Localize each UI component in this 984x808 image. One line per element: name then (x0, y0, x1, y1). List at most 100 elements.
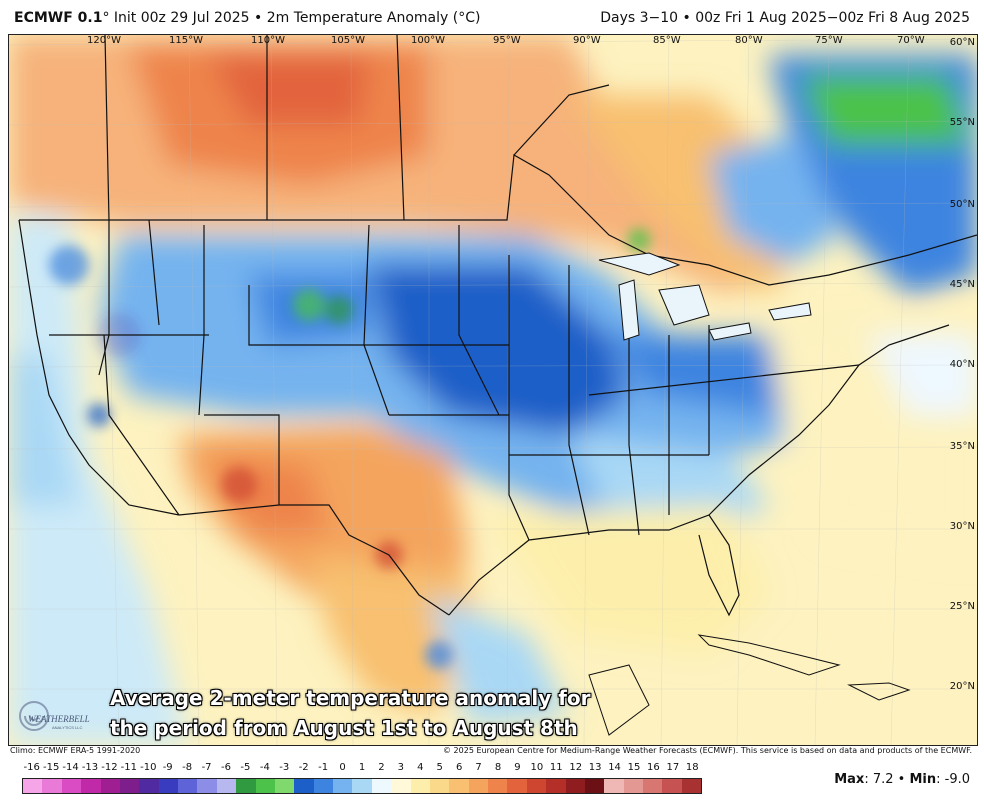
max-value: 7.2 (872, 772, 894, 787)
map-header: ECMWF 0.1° Init 00z 29 Jul 2025 • 2m Tem… (0, 0, 984, 34)
colorbar-swatch (178, 779, 198, 793)
weatherbell-logo: WEATHERBELL ANALYTICS LLC (19, 701, 90, 731)
colorbar-tick-label: 14 (608, 762, 621, 773)
lon-label: 70°W (897, 35, 925, 46)
colorbar-swatch (119, 779, 140, 793)
colorbar-labels: -16 -15 -14 -13 -12 -11 -10 -9 -8 -7 -6 -5 -4 -3 -2 -1 0… (22, 762, 702, 776)
political-borders (18, 35, 977, 617)
map-canvas (9, 35, 977, 745)
colorbar-tick-label: 6 (455, 762, 463, 773)
init-time: Init 00z 29 Jul 2025 (113, 10, 250, 26)
colorbar-swatch (429, 779, 450, 793)
lon-label: 105°W (331, 35, 365, 46)
colorbar-swatch (23, 779, 43, 793)
map-caption: Average 2-meter temperature anomaly for … (110, 686, 591, 740)
lon-label: 80°W (735, 35, 763, 46)
colorbar: -16 -15 -14 -13 -12 -11 -10 -9 -8 -7 -6 -5 -4 -3 -2 -1 0… (22, 762, 702, 794)
colorbar-tick-label: 10 (530, 762, 544, 773)
field-name: 2m Temperature Anomaly (°C) (266, 10, 481, 26)
colorbar-swatch (81, 779, 101, 793)
lat-label: 20°N (949, 681, 975, 692)
max-min-stats: Max: 7.2 • Min: -9.0 (834, 772, 970, 787)
colorbar-swatch (294, 779, 314, 793)
colorbar-tick-label: 16 (647, 762, 660, 773)
colorbar-swatch (623, 779, 643, 793)
colorbar-swatch (681, 779, 702, 793)
min-value: -9.0 (944, 772, 970, 787)
colorbar-swatches (22, 778, 702, 794)
colorbar-swatch (313, 779, 333, 793)
colorbar-swatch (391, 779, 411, 793)
colorbar-swatch (197, 779, 217, 793)
lat-label: 60°N (949, 37, 975, 48)
caribbean-islands (588, 634, 911, 736)
colorbar-tick-label: -1 (318, 762, 329, 773)
colorbar-tick-label: 17 (666, 762, 680, 773)
lon-label: 85°W (653, 35, 681, 46)
colorbar-swatch (410, 779, 430, 793)
colorbar-tick-label: -5 (240, 762, 251, 773)
colorbar-swatch (584, 779, 605, 793)
colorbar-tick-label: 11 (549, 762, 563, 773)
colorbar-swatch (546, 779, 566, 793)
lat-label: 35°N (949, 441, 975, 452)
copyright-note: © 2025 European Centre for Medium-Range … (443, 746, 972, 755)
lon-label: 110°W (251, 35, 285, 46)
colorbar-tick-label: 12 (569, 762, 583, 773)
svg-text:WEATHERBELL: WEATHERBELL (28, 714, 90, 724)
colorbar-swatch (42, 779, 62, 793)
colorbar-swatch (216, 779, 237, 793)
model-name: ECMWF 0.1 (14, 10, 103, 26)
valid-range: Days 3−10 • 00z Fri 1 Aug 2025−00z Fri 8… (600, 10, 970, 26)
colorbar-tick-label: 8 (494, 762, 502, 773)
colorbar-tick-label: -11 (120, 762, 138, 773)
colorbar-swatch (100, 779, 120, 793)
colorbar-swatch (274, 779, 295, 793)
colorbar-tick-label: 13 (588, 762, 602, 773)
lon-label: 100°W (411, 35, 445, 46)
colorbar-tick-label: 1 (358, 762, 366, 773)
colorbar-tick-label: 7 (475, 762, 482, 773)
colorbar-swatch (61, 779, 82, 793)
terrain-speckle (49, 228, 651, 669)
climo-note: Climo: ECMWF ERA-5 1991-2020 (10, 746, 141, 755)
colorbar-tick-label: 3 (397, 762, 405, 773)
colorbar-tick-label: -2 (298, 762, 309, 773)
colorbar-tick-label: -7 (201, 762, 212, 773)
colorbar-swatch (526, 779, 547, 793)
lat-label: 45°N (949, 279, 975, 290)
colorbar-tick-label: -3 (279, 762, 290, 773)
lat-label: 40°N (949, 359, 975, 370)
lat-label: 25°N (949, 601, 975, 612)
colorbar-swatch (662, 779, 682, 793)
colorbar-tick-label: -15 (42, 762, 60, 773)
colorbar-tick-label: 4 (417, 762, 424, 773)
colorbar-swatch (371, 779, 392, 793)
svg-text:ANALYTICS LLC: ANALYTICS LLC (52, 725, 82, 730)
colorbar-swatch (604, 779, 624, 793)
colorbar-tick-label: -8 (182, 762, 193, 773)
lon-label: 120°W (87, 35, 121, 46)
anomaly-map: 120°W 115°W 110°W 105°W 100°W 95°W 90°W … (8, 34, 978, 746)
colorbar-tick-label: -10 (140, 762, 157, 773)
lon-label: 90°W (573, 35, 601, 46)
graticule (9, 35, 977, 745)
colorbar-tick-label: -6 (221, 762, 231, 773)
lon-label: 75°W (815, 35, 843, 46)
colorbar-tick-label: -9 (162, 762, 173, 773)
colorbar-tick-label: 15 (627, 762, 641, 773)
colorbar-swatch (158, 779, 178, 793)
colorbar-swatch (333, 779, 353, 793)
colorbar-tick-label: -12 (101, 762, 118, 773)
colorbar-tick-label: -4 (259, 762, 270, 773)
colorbar-tick-label: -14 (62, 762, 79, 773)
colorbar-swatch (139, 779, 159, 793)
colorbar-swatch (255, 779, 275, 793)
map-title: ECMWF 0.1° Init 00z 29 Jul 2025 • 2m Tem… (14, 10, 481, 26)
colorbar-swatch (507, 779, 527, 793)
great-lakes (598, 252, 812, 341)
lon-label: 115°W (169, 35, 203, 46)
colorbar-tick-label: 18 (685, 762, 699, 773)
lat-label: 55°N (949, 117, 975, 128)
colorbar-tick-label: -13 (81, 762, 99, 773)
